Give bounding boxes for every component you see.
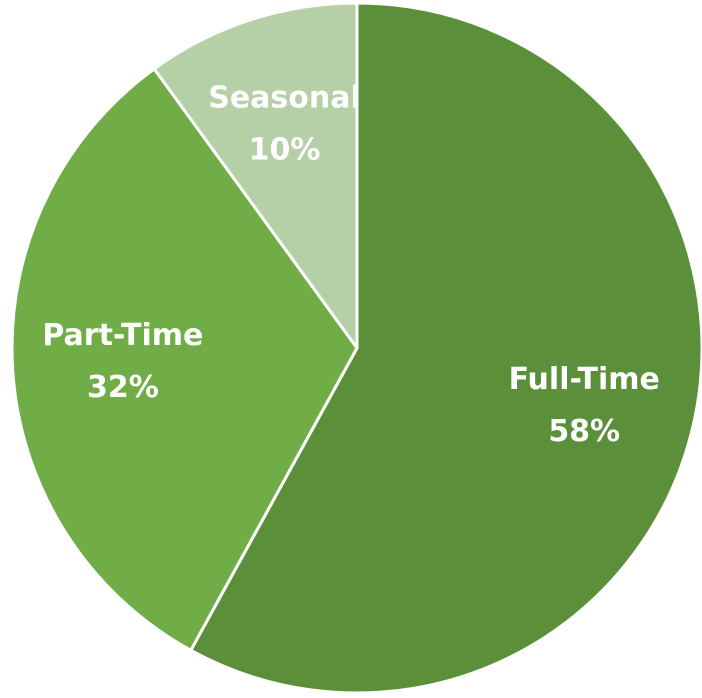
slice-category-label: Full-Time [509,362,660,397]
slice-value-label: 32% [87,370,159,405]
pie-slice [152,1,359,350]
slice-value-label: 58% [548,414,620,449]
pie-slice [189,1,702,695]
slice-category-label: Part-Time [42,318,203,353]
pie-slice [10,67,359,652]
slice-value-label: 10% [249,132,321,167]
slice-category-label: Seasonal [208,80,361,115]
